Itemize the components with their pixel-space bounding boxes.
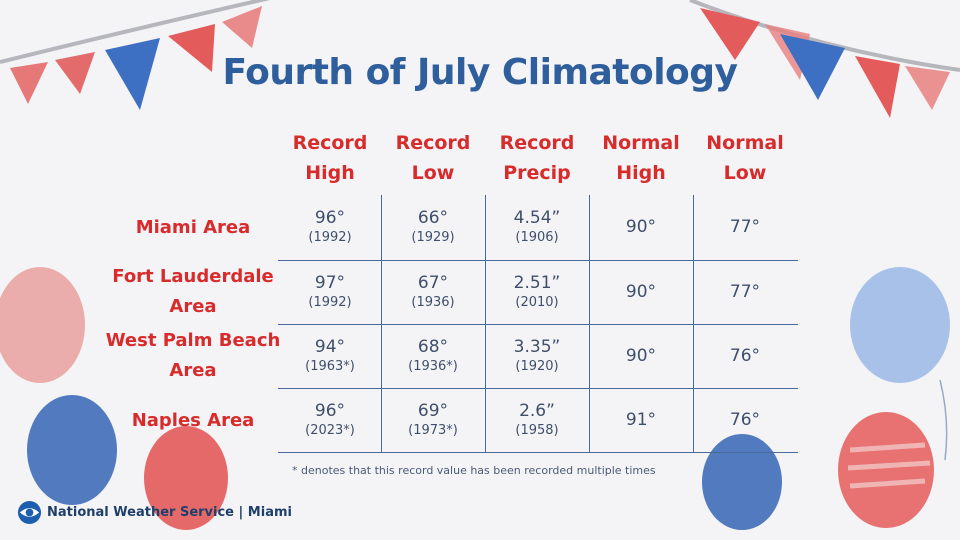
column-header: Record Low [381,128,485,188]
table-cell: 4.54” (1906) [485,195,589,259]
balloons-right [702,267,950,530]
cell-year: (1958) [515,423,559,438]
table-cell: 76° [693,388,797,452]
row-label-line2: Area [169,296,217,317]
column-header-line1: Normal [706,132,784,154]
cell-value: 91° [625,410,657,430]
table-cell: 2.51” (2010) [485,260,589,324]
cell-year: (1973*) [408,423,458,438]
grid-horizontal-line [278,452,798,453]
cell-value: 97° [314,273,346,293]
cell-year: (1929) [411,230,455,245]
table-cell: 76° [693,324,797,388]
table-cell: 2.6” (1958) [485,388,589,452]
table-cell: 96° (2023*) [278,388,382,452]
column-header-line2: Low [723,162,767,184]
table-cell: 94° (1963*) [278,324,382,388]
column-header-line2: Precip [503,162,571,184]
cell-year: (1963*) [305,359,355,374]
cell-value: 3.35” [513,337,561,357]
cell-year: (1992) [308,230,352,245]
cell-value: 90° [625,217,657,237]
column-header-line1: Normal [602,132,680,154]
column-header: Record Precip [485,128,589,188]
table-cell: 69° (1973*) [381,388,485,452]
row-label: Fort Lauderdale Area [100,262,286,322]
cell-value: 96° [314,401,346,421]
cell-value: 66° [417,208,449,228]
cell-value: 90° [625,346,657,366]
row-label-line1: Miami Area [135,217,251,238]
table-cell: 66° (1929) [381,195,485,259]
column-header: Normal High [589,128,693,188]
table-cell: 67° (1936) [381,260,485,324]
cell-year: (2010) [515,295,559,310]
column-header-line1: Record [395,132,471,154]
cell-year: (1936) [411,295,455,310]
cell-value: 76° [729,346,761,366]
cell-value: 77° [729,282,761,302]
brand-text: National Weather Service | Miami [47,504,292,520]
table-cell: 90° [589,195,693,259]
row-label: Miami Area [100,213,286,243]
grid-vertical-line [485,195,486,452]
page-title: Fourth of July Climatology [222,52,738,93]
nws-branding: National Weather Service | Miami [17,499,292,525]
cell-value: 96° [314,208,346,228]
table-cell: 97° (1992) [278,260,382,324]
column-header-line1: Record [292,132,368,154]
grid-horizontal-line [278,388,798,389]
row-label: Naples Area [100,406,286,436]
row-label-line1: Fort Lauderdale [112,266,274,287]
column-header: Record High [278,128,382,188]
grid-horizontal-line [278,324,798,325]
table-cell: 96° (1992) [278,195,382,259]
row-label: West Palm Beach Area [100,326,286,386]
column-header-line2: High [616,162,666,184]
cell-value: 67° [417,273,449,293]
cell-year: (1906) [515,230,559,245]
column-header-line2: High [305,162,355,184]
cell-value: 2.6” [519,401,555,421]
bunting-left [0,0,271,110]
row-label-line2: Area [169,360,217,381]
cell-year: (2023*) [305,423,355,438]
balloons-left [0,267,228,530]
cell-value: 76° [729,410,761,430]
cell-value: 2.51” [513,273,561,293]
cell-year: (1992) [308,295,352,310]
grid-horizontal-line [278,260,798,261]
noaa-logo-icon [17,500,42,524]
grid-vertical-line [381,195,382,452]
table-cell: 68° (1936*) [381,324,485,388]
table-cell: 77° [693,260,797,324]
row-label-line1: West Palm Beach [105,330,281,351]
cell-value: 94° [314,337,346,357]
bunting-right [689,0,960,118]
cell-value: 68° [417,337,449,357]
table-cell: 90° [589,324,693,388]
table-cell: 91° [589,388,693,452]
row-label-line1: Naples Area [131,410,255,431]
cell-year: (1920) [515,359,559,374]
grid-vertical-line [693,195,694,452]
column-header-line2: Low [411,162,455,184]
table-cell: 90° [589,260,693,324]
cell-value: 90° [625,282,657,302]
cell-year: (1936*) [408,359,458,374]
column-header-line1: Record [499,132,575,154]
table-cell: 77° [693,195,797,259]
footnote: * denotes that this record value has bee… [292,464,656,477]
cell-value: 69° [417,401,449,421]
cell-value: 4.54” [513,208,561,228]
column-header: Normal Low [693,128,797,188]
grid-vertical-line [589,195,590,452]
cell-value: 77° [729,217,761,237]
table-cell: 3.35” (1920) [485,324,589,388]
